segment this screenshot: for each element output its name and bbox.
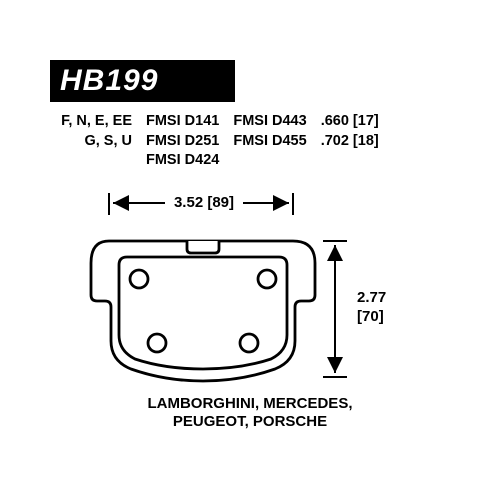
- code-row: .660 [17]: [321, 112, 379, 132]
- spec-card: HB199 F, N, E, EE G, S, U FMSI D141 FMSI…: [50, 60, 450, 440]
- part-number-bar: HB199: [50, 60, 235, 102]
- code-row: FMSI D455: [233, 132, 306, 152]
- code-row: F, N, E, EE: [50, 112, 132, 132]
- fmsi-col-2: FMSI D443 FMSI D455: [233, 112, 306, 171]
- compound-codes: F, N, E, EE G, S, U: [50, 112, 132, 171]
- width-mm: 89: [212, 194, 229, 211]
- pad-shape: [91, 241, 315, 381]
- pad-svg: 3.52 [89] 2.77 [70]: [65, 185, 435, 395]
- code-row: FMSI D424: [146, 151, 219, 171]
- vehicle-brands: LAMBORGHINI, MERCEDES, PEUGEOT, PORSCHE: [50, 395, 450, 433]
- width-in: 3.52: [174, 194, 203, 211]
- pad-diagram: 3.52 [89] 2.77 [70]: [65, 185, 435, 395]
- code-row: G, S, U: [50, 132, 132, 152]
- code-row: FMSI D251: [146, 132, 219, 152]
- fmsi-col-1: FMSI D141 FMSI D251 FMSI D424: [146, 112, 219, 171]
- height-mm: [70]: [357, 308, 384, 325]
- brands-line: PEUGEOT, PORSCHE: [50, 413, 450, 432]
- code-row: FMSI D141: [146, 112, 219, 132]
- code-row: FMSI D443: [233, 112, 306, 132]
- code-row: .702 [18]: [321, 132, 379, 152]
- thickness-col: .660 [17] .702 [18]: [321, 112, 379, 171]
- part-number: HB199: [60, 64, 158, 97]
- code-table: F, N, E, EE G, S, U FMSI D141 FMSI D251 …: [50, 112, 450, 171]
- width-label: 3.52 [89]: [174, 194, 234, 211]
- brands-line: LAMBORGHINI, MERCEDES,: [50, 395, 450, 414]
- height-in: 2.77: [357, 289, 386, 306]
